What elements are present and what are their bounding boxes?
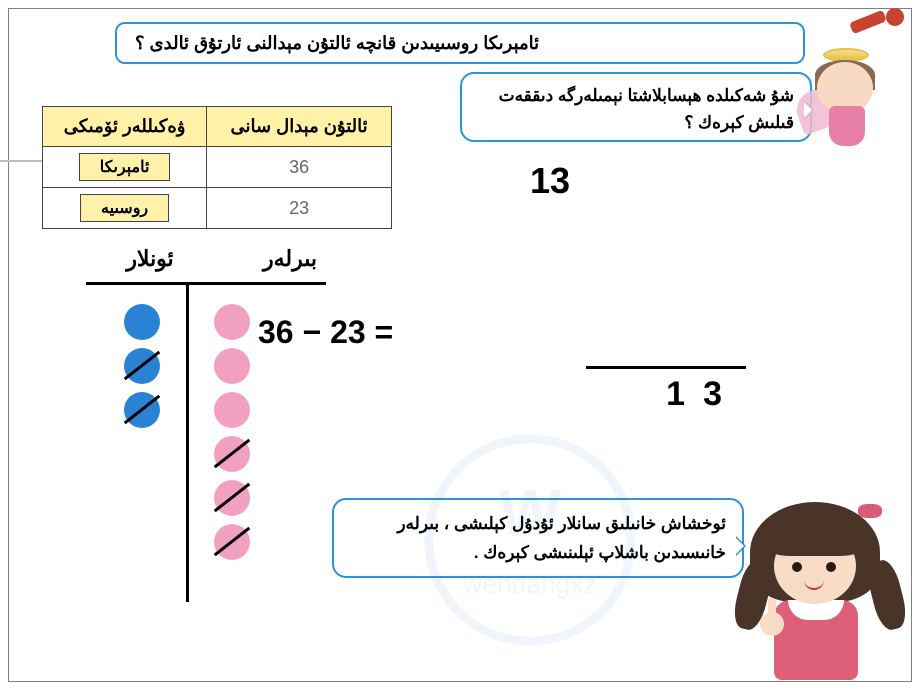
top-question-bubble: ئامېرىكا روسىيىدىن قانچە ئالتۇن مېدالنى … bbox=[115, 22, 805, 64]
pv-vertical-line bbox=[186, 282, 189, 602]
pv-horizontal-line bbox=[86, 282, 326, 285]
bottom-speech-bubble: ئوخشاش خانىلىق سانلار ئۇدۇل كېلىشى ، بىر… bbox=[332, 498, 744, 578]
vsub-ones: 3 bbox=[703, 375, 740, 413]
country-cell: ئامېرىكا bbox=[79, 153, 171, 181]
country-cell: روسىيە bbox=[80, 194, 169, 222]
medal-table: ۋەكىللەر ئۆمىكى ئالتۇن مېدال سانى ئامېرى… bbox=[42, 106, 392, 229]
answer-13: 13 bbox=[530, 160, 570, 202]
blue-dot bbox=[124, 392, 160, 428]
tens-column bbox=[124, 304, 164, 428]
blue-dot bbox=[124, 348, 160, 384]
vertical-subtraction: 13 bbox=[586, 360, 746, 414]
ones-label: بىرلەر bbox=[220, 246, 360, 272]
table-row: ئامېرىكا 36 bbox=[43, 147, 392, 188]
girl-character bbox=[740, 480, 900, 680]
pink-dot bbox=[214, 480, 250, 516]
th-country: ۋەكىللەر ئۆمىكى bbox=[43, 107, 207, 147]
blue-dot bbox=[124, 304, 160, 340]
marker-decor bbox=[850, 8, 904, 38]
value-cell: 23 bbox=[207, 188, 392, 229]
place-value-labels: ئونلار بىرلەر bbox=[80, 246, 360, 272]
divider-line bbox=[0, 160, 44, 162]
pink-dot bbox=[214, 436, 250, 472]
vsub-line bbox=[586, 366, 746, 369]
pink-dot bbox=[214, 348, 250, 384]
th-gold: ئالتۇن مېدال سانى bbox=[207, 107, 392, 147]
pink-dot bbox=[214, 392, 250, 428]
tens-label: ئونلار bbox=[80, 246, 220, 272]
vsub-tens: 1 bbox=[666, 375, 703, 413]
fairy-speech-bubble: شۇ شەكىلدە ھېسابلاشتا نېمىلەرگە دىققەت ق… bbox=[460, 72, 812, 142]
equation-text: 36 − 23 = bbox=[258, 314, 393, 351]
bottom-speech-text: ئوخشاش خانىلىق سانلار ئۇدۇل كېلىشى ، بىر… bbox=[397, 514, 726, 562]
pink-dot bbox=[214, 304, 250, 340]
pink-dot bbox=[214, 524, 250, 560]
value-cell: 36 bbox=[207, 147, 392, 188]
place-value-chart bbox=[86, 282, 286, 582]
top-question-text: ئامېرىكا روسىيىدىن قانچە ئالتۇن مېدالنى … bbox=[135, 33, 539, 54]
fairy-speech-text: شۇ شەكىلدە ھېسابلاشتا نېمىلەرگە دىققەت ق… bbox=[499, 86, 794, 132]
table-row: روسىيە 23 bbox=[43, 188, 392, 229]
ones-column bbox=[214, 304, 254, 560]
